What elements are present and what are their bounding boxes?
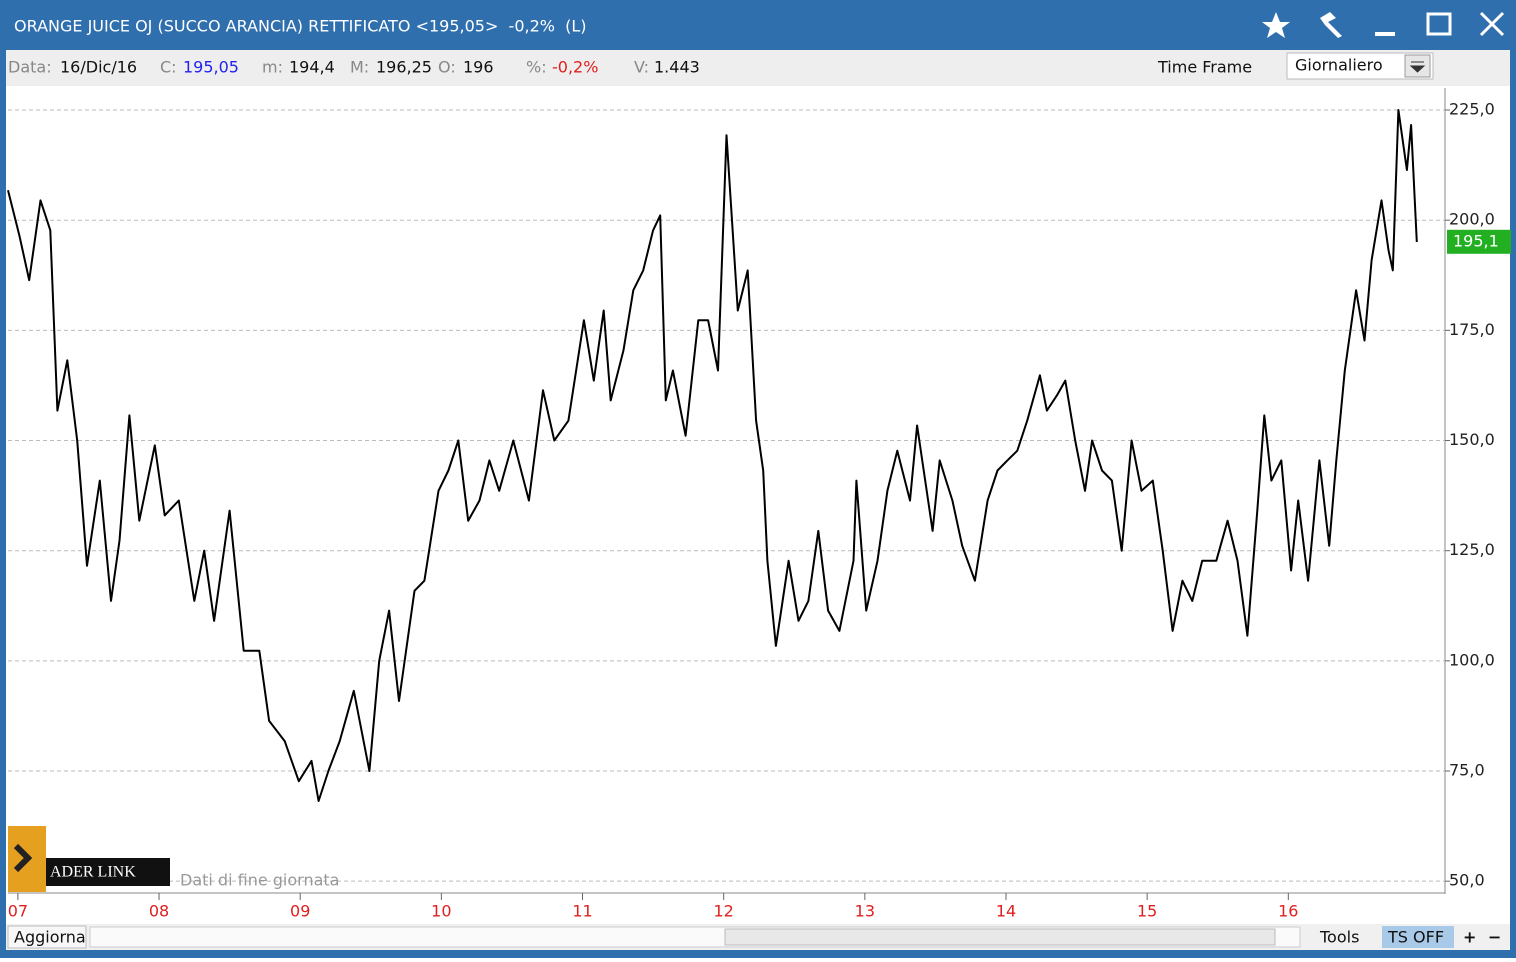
ts-label: TS OFF	[1387, 928, 1444, 947]
x-tick-label: 08	[149, 902, 169, 921]
field-key: O:	[438, 58, 456, 77]
field-key: M:	[350, 58, 369, 77]
logo-box	[46, 858, 170, 886]
scroll-thumb[interactable]	[724, 928, 1276, 946]
close-button[interactable]	[1479, 11, 1505, 37]
x-tick-label: 16	[1278, 902, 1298, 921]
x-tick-label: 10	[431, 902, 451, 921]
last-price-tag	[1447, 229, 1511, 254]
time-frame-value: Giornaliero	[1295, 56, 1383, 75]
maximize-button[interactable]	[1426, 12, 1452, 36]
field-value: -0,2%	[552, 58, 598, 77]
field-value: 1.443	[654, 58, 700, 77]
field-value: 16/Dic/16	[60, 58, 137, 77]
price-line	[7, 109, 1418, 802]
x-tick-label: 07	[8, 902, 28, 921]
field-value: 195,05	[183, 58, 239, 77]
x-tick-label: 15	[1137, 902, 1157, 921]
info-fields: Data: 16/Dic/16 C: 195,05 m: 194,4 M: 196,25 O: 1…	[8, 58, 700, 77]
zoom-out[interactable]: −	[1488, 928, 1501, 947]
ts-button[interactable]	[1382, 926, 1454, 948]
chart-area	[6, 86, 1510, 924]
field-key: C:	[160, 58, 177, 77]
refresh-label: Aggiorna	[14, 928, 86, 947]
y-tick-label: 150,0	[1449, 430, 1495, 449]
x-tick-label: 14	[996, 902, 1016, 921]
tools-label[interactable]: Tools	[1319, 928, 1359, 947]
y-tick-label: 200,0	[1449, 210, 1495, 229]
star-icon[interactable]	[1262, 12, 1290, 38]
x-tick-label: 09	[290, 902, 310, 921]
logo-chevron	[13, 843, 33, 873]
x-tick-label: 12	[713, 902, 733, 921]
tool-icon[interactable]	[1320, 12, 1342, 38]
y-tick-label: 100,0	[1449, 650, 1495, 669]
y-tick-label: 225,0	[1449, 100, 1495, 119]
field-key: %:	[526, 58, 547, 77]
y-tick-label: 50,0	[1449, 871, 1485, 890]
refresh-button[interactable]	[7, 925, 87, 949]
y-tick-label: 125,0	[1449, 540, 1495, 559]
info-bar	[6, 50, 1510, 86]
window-title: ORANGE JUICE OJ (SUCCO ARANCIA) RETTIFIC…	[14, 17, 587, 36]
field-key: V:	[634, 58, 649, 77]
x-tick-label: 11	[572, 902, 592, 921]
minimize-button[interactable]	[1375, 32, 1395, 36]
chart: 50,0 75,0 100,0 125,0 150,0 175,0 200,0 225,0 07…	[7, 88, 1511, 921]
zoom-in[interactable]: +	[1463, 928, 1476, 947]
logo-caption: Dati di fine giornata	[180, 871, 339, 890]
last-price-label: 195,1	[1453, 231, 1499, 250]
field-value: 196	[463, 58, 494, 77]
field-key: m:	[262, 58, 283, 77]
logo-text: ADER LINK	[50, 864, 136, 881]
field-value: 194,4	[289, 58, 335, 77]
field-key: Data:	[8, 58, 52, 77]
x-tick-label: 13	[855, 902, 875, 921]
y-tick-label: 175,0	[1449, 320, 1495, 339]
field-value: 196,25	[376, 58, 432, 77]
y-tick-label: 75,0	[1449, 761, 1485, 780]
dropdown-arrow	[1409, 61, 1426, 73]
time-frame-label: Time Frame	[1157, 58, 1252, 77]
